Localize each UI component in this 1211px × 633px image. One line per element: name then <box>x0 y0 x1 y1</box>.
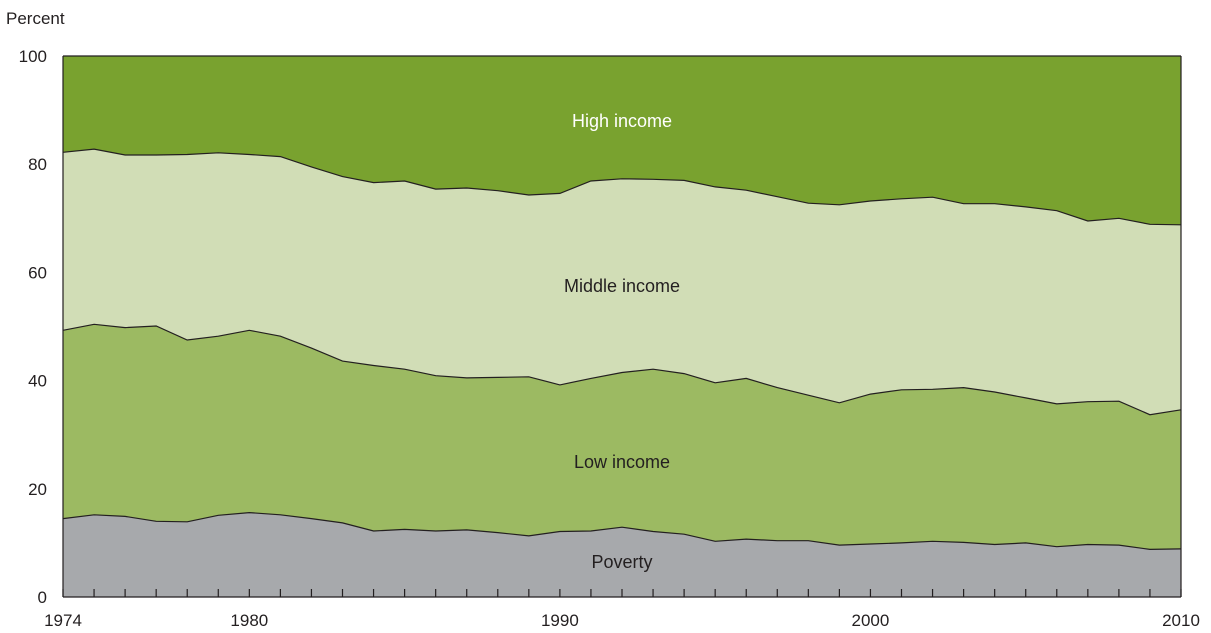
y-tick-label: 100 <box>19 47 47 66</box>
y-tick-label: 60 <box>28 263 47 282</box>
band-label-middle-income: Middle income <box>564 276 680 296</box>
area-high-income <box>63 56 1181 225</box>
axes-group: 0 20 40 60 80 100 1974 1980 1990 2000 2010 <box>19 47 1200 630</box>
boundary-low-income-top <box>62 323 1182 416</box>
boundary-middle-income-top <box>62 148 1182 226</box>
areas-group <box>63 56 1181 597</box>
x-tick-label: 2000 <box>852 611 890 630</box>
y-axis-title: Percent <box>6 9 65 28</box>
band-label-high-income: High income <box>572 111 672 131</box>
x-tick-label: 1980 <box>230 611 268 630</box>
area-poverty <box>63 512 1181 597</box>
y-tick-label: 40 <box>28 372 47 391</box>
band-label-low-income: Low income <box>574 452 670 472</box>
area-middle-income <box>63 149 1181 415</box>
x-tick-label: 1990 <box>541 611 579 630</box>
x-tick-label: 1974 <box>44 611 82 630</box>
boundary-poverty-top <box>62 511 1182 551</box>
x-tick-label: 2010 <box>1162 611 1200 630</box>
y-tick-label: 20 <box>28 480 47 499</box>
boundary-lines-group <box>62 55 1182 551</box>
area-low-income <box>63 324 1181 550</box>
band-label-poverty: Poverty <box>591 552 652 572</box>
y-tick-label: 80 <box>28 155 47 174</box>
y-tick-label: 0 <box>38 588 47 607</box>
band-labels-group: High income Middle income Low income Povert… <box>564 111 680 572</box>
